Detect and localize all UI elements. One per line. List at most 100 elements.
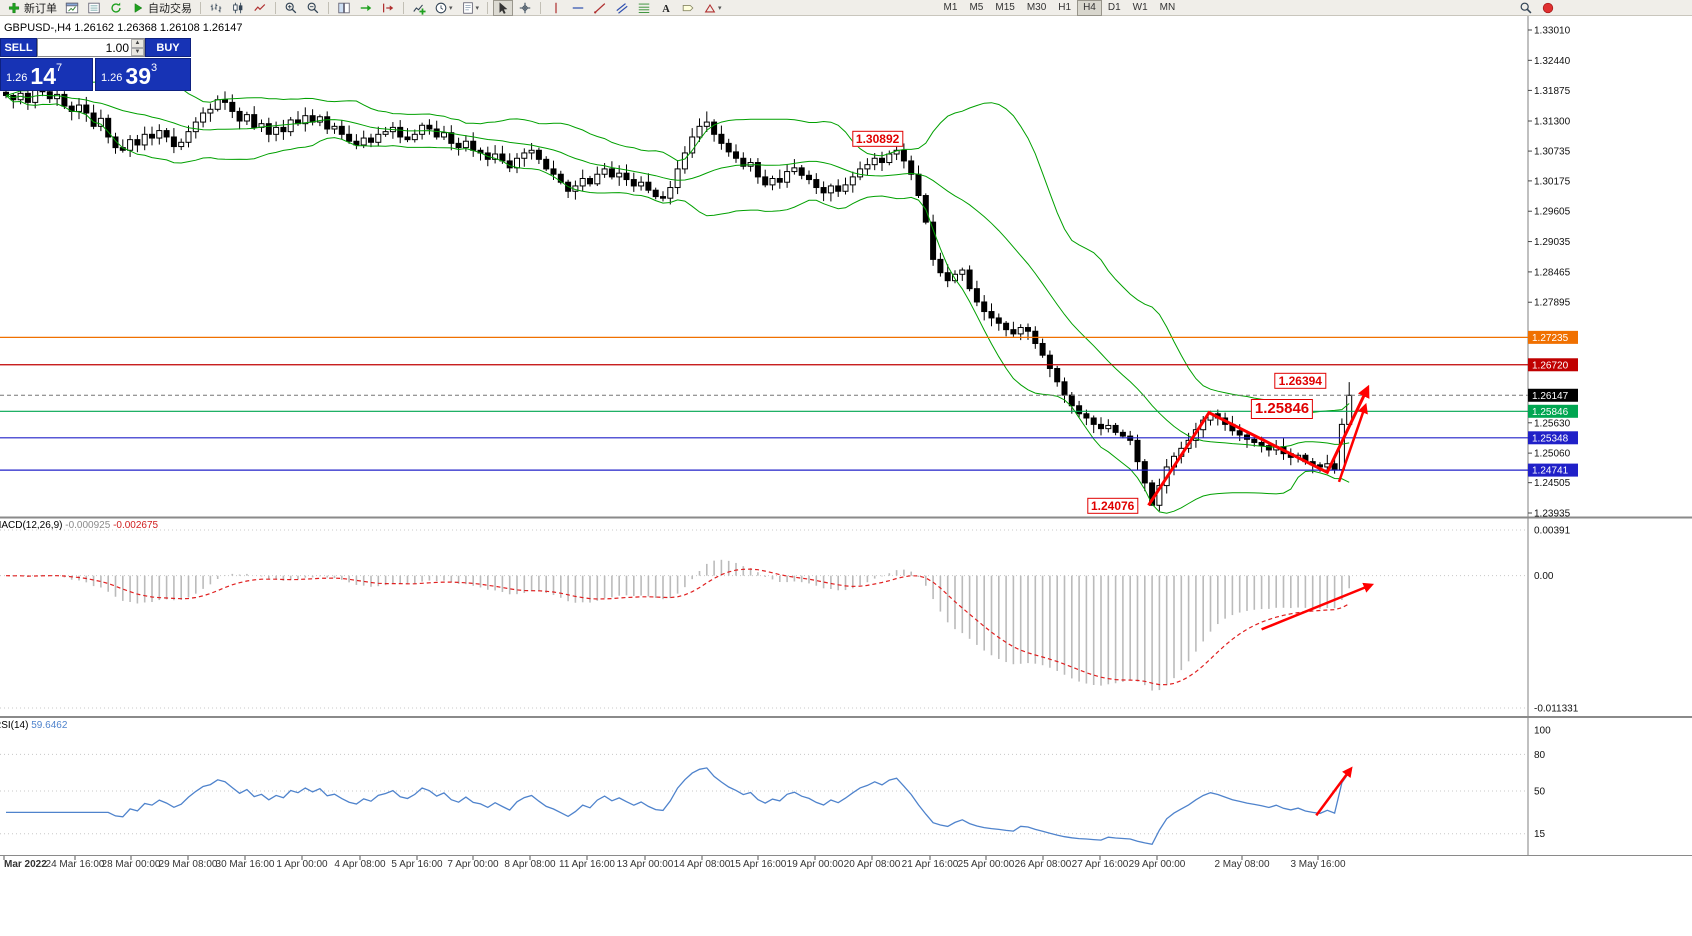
- crosshair-button[interactable]: [515, 0, 535, 16]
- macd-layer: 0.00391 0.00 -0.011331: [0, 526, 1579, 715]
- lot-size-control: ▲ ▼: [37, 38, 145, 57]
- horizontal-line-icon: [572, 6, 584, 9]
- market-watch-button[interactable]: [84, 0, 104, 16]
- new-order-button[interactable]: 新订单: [4, 0, 60, 16]
- svg-text:1.26147: 1.26147: [1532, 391, 1569, 402]
- periods-clock-icon: [435, 2, 447, 13]
- channel-button[interactable]: [612, 0, 632, 16]
- search-button[interactable]: [1516, 0, 1536, 16]
- toolbar: 新订单 自动交易 ▾ ▾ A ▾ M1 M5 M15 M30 H1 H4 D1 W1 MN: [0, 0, 1692, 16]
- lot-size-input[interactable]: [38, 39, 131, 56]
- candles-layer: [3, 81, 1353, 511]
- lot-decrease-button[interactable]: ▼: [131, 47, 144, 56]
- buy-price-point: 3: [151, 62, 158, 74]
- alert-indicator[interactable]: [1538, 0, 1558, 16]
- timeframe-m1-button[interactable]: M1: [943, 2, 958, 13]
- svg-text:0.00391: 0.00391: [1534, 526, 1571, 537]
- trend-line-icon: [594, 2, 606, 14]
- svg-text:1.27895: 1.27895: [1534, 298, 1571, 309]
- timeframe-m5-button[interactable]: M5: [969, 2, 984, 13]
- timeframe-mn-button[interactable]: MN: [1159, 2, 1176, 13]
- indicators-button[interactable]: [409, 0, 429, 16]
- bar-chart-icon: [210, 3, 222, 12]
- line-chart-type-button[interactable]: [250, 0, 270, 16]
- one-click-trading-panel: SELL ▲ ▼ BUY 1.26 14 7 1.26 39 3: [0, 38, 191, 91]
- timeframe-d1-button[interactable]: D1: [1107, 2, 1121, 13]
- lot-spinner: ▲ ▼: [131, 39, 144, 56]
- svg-text:A: A: [662, 3, 670, 14]
- lot-increase-button[interactable]: ▲: [131, 39, 144, 48]
- price-axis[interactable]: 1.33010 1.32440 1.31875 1.31300 1.30735 1.301…: [1528, 26, 1578, 520]
- price-annotation-box[interactable]: 1.30892: [851, 130, 904, 148]
- horizontal-line-button[interactable]: [568, 0, 588, 16]
- charts-button[interactable]: [62, 0, 82, 16]
- svg-text:8 Apr 08:00: 8 Apr 08:00: [504, 859, 556, 870]
- shapes-icon: [704, 3, 716, 12]
- svg-text:24 Mar 16:00: 24 Mar 16:00: [46, 859, 105, 870]
- svg-text:25 Apr 00:00: 25 Apr 00:00: [958, 859, 1015, 870]
- rsi-layer: 100 80 50 15: [0, 726, 1551, 846]
- svg-text:100: 100: [1534, 726, 1551, 737]
- vertical-line-icon: [555, 2, 557, 13]
- buy-price-display[interactable]: 1.26 39 3: [95, 58, 191, 91]
- macd-main-value: -0.000925: [65, 520, 111, 531]
- rsi-indicator-label: RSI(14) 59.6462: [0, 720, 67, 731]
- svg-text:29 Apr 00:00: 29 Apr 00:00: [1129, 859, 1186, 870]
- trendline-button[interactable]: [590, 0, 610, 16]
- refresh-button[interactable]: [106, 0, 126, 16]
- svg-text:1.29605: 1.29605: [1534, 207, 1571, 218]
- timeframe-group: M1 M5 M15 M30 H1 H4 D1 W1 MN: [938, 0, 1182, 16]
- search-icon: [1520, 2, 1532, 13]
- chart-ohlc-info: GBPUSD-,H4 1.26162 1.26368 1.26108 1.261…: [4, 22, 243, 34]
- price-annotation-box[interactable]: 1.24076: [1086, 497, 1139, 515]
- svg-text:14 Apr 08:00: 14 Apr 08:00: [674, 859, 731, 870]
- svg-text:1.31875: 1.31875: [1534, 86, 1571, 97]
- toolbar-separator: [328, 1, 329, 14]
- rsi-value: 59.6462: [31, 720, 68, 731]
- annotations-layer: [1147, 384, 1375, 817]
- price-annotation-box[interactable]: 1.25846: [1250, 399, 1314, 419]
- bar-chart-type-button[interactable]: [206, 0, 226, 16]
- templates-button[interactable]: ▾: [458, 0, 483, 16]
- svg-text:1 Apr 00:00: 1 Apr 00:00: [276, 859, 328, 870]
- autotrading-button-label: 自动交易: [148, 2, 192, 15]
- toolbar-separator: [200, 1, 201, 14]
- chart-window-icon: [65, 2, 79, 13]
- price-annotation-box[interactable]: 1.26394: [1274, 372, 1326, 389]
- fibonacci-button[interactable]: [634, 0, 654, 16]
- cursor-button[interactable]: [493, 0, 514, 16]
- timeframe-m15-button[interactable]: M15: [995, 2, 1015, 13]
- trade-prices-row: 1.26 14 7 1.26 39 3: [0, 58, 191, 91]
- buy-button[interactable]: BUY: [145, 38, 191, 57]
- shapes-button[interactable]: ▾: [700, 0, 725, 16]
- label-button[interactable]: [678, 0, 698, 16]
- auto-scroll-button[interactable]: [356, 0, 376, 16]
- tile-windows-button[interactable]: [334, 0, 354, 16]
- new-order-plus-icon: [8, 2, 20, 13]
- autotrading-button[interactable]: 自动交易: [128, 0, 195, 16]
- bollinger-layer: [5, 72, 1350, 514]
- auto-scroll-icon: [360, 4, 372, 11]
- svg-text:1.25630: 1.25630: [1534, 418, 1571, 429]
- zoom-out-button[interactable]: [303, 0, 323, 16]
- sell-price-display[interactable]: 1.26 14 7: [0, 58, 93, 91]
- svg-text:Mar 2022: Mar 2022: [4, 859, 47, 870]
- periods-button[interactable]: ▾: [431, 0, 456, 16]
- svg-text:26 Apr 08:00: 26 Apr 08:00: [1015, 859, 1072, 870]
- timeframe-h4-button[interactable]: H4: [1077, 0, 1102, 16]
- vertical-line-button[interactable]: [546, 0, 566, 16]
- svg-text:29 Mar 08:00: 29 Mar 08:00: [159, 859, 218, 870]
- timeframe-w1-button[interactable]: W1: [1132, 2, 1148, 13]
- svg-text:4 Apr 08:00: 4 Apr 08:00: [334, 859, 386, 870]
- svg-text:27 Apr 16:00: 27 Apr 16:00: [1072, 859, 1129, 870]
- zoom-in-button[interactable]: [281, 0, 301, 16]
- text-button[interactable]: A: [656, 0, 676, 16]
- timeframe-m30-button[interactable]: M30: [1026, 2, 1047, 13]
- sell-button[interactable]: SELL: [0, 38, 37, 57]
- candlestick-chart-type-button[interactable]: [228, 0, 248, 16]
- chart-shift-button[interactable]: [378, 0, 398, 16]
- svg-text:1.31300: 1.31300: [1534, 117, 1571, 128]
- timeframe-h1-button[interactable]: H1: [1058, 2, 1072, 13]
